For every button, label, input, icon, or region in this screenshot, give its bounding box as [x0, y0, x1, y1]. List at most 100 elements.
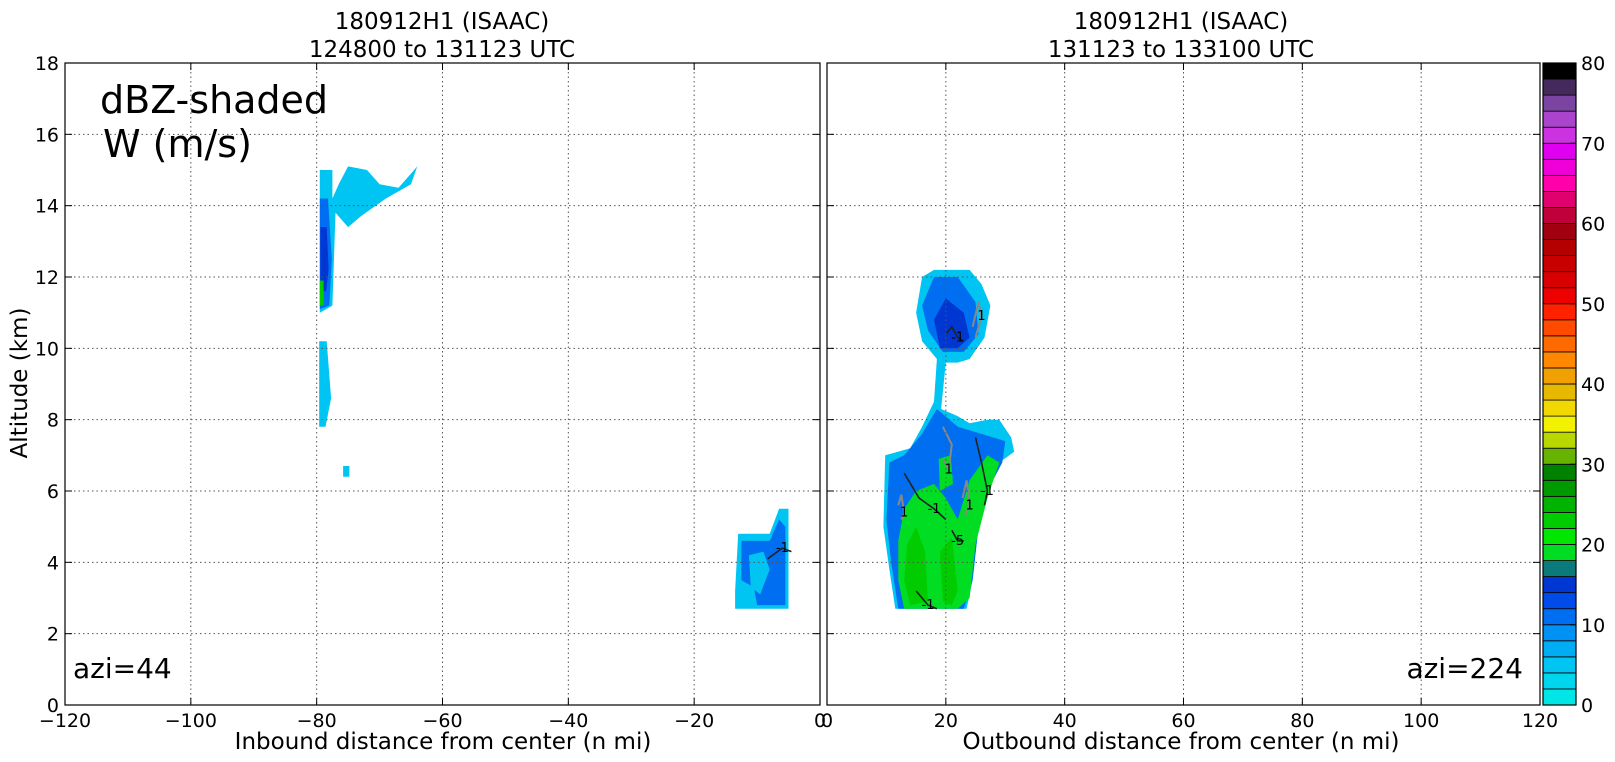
- colorbar-level: [1542, 479, 1577, 497]
- left-dbz-region: [343, 466, 350, 477]
- right-x-tick-label: 120: [1522, 710, 1558, 732]
- left-y-tick-label: 10: [35, 338, 59, 360]
- colorbar-tick-label: 40: [1581, 374, 1605, 396]
- colorbar-level: [1542, 174, 1577, 192]
- left-y-tick-label: 18: [35, 53, 59, 75]
- right-w-contour-label: -5: [951, 534, 964, 549]
- colorbar-level: [1542, 608, 1577, 626]
- colorbar-level: [1542, 255, 1577, 273]
- colorbar-level: [1542, 158, 1577, 176]
- colorbar-level: [1542, 431, 1577, 449]
- colorbar-level: [1542, 688, 1577, 706]
- left-y-tick-label: 16: [35, 124, 59, 146]
- colorbar-level: [1542, 528, 1577, 545]
- right-w-contour: [945, 325, 965, 342]
- left-y-tick-label: 2: [47, 624, 59, 646]
- right-w-contour: [971, 301, 983, 338]
- colorbar-level: [1542, 383, 1577, 401]
- panel-left: 180912H1 (ISAAC) 124800 to 131123 UTC −1…: [7, 9, 826, 755]
- right-w-contour: [897, 494, 906, 520]
- colorbar-level: [1542, 415, 1577, 433]
- colorbar-tick-label: 0: [1581, 695, 1593, 717]
- colorbar-level: [1542, 335, 1577, 353]
- colorbar-level: [1542, 576, 1577, 594]
- right-x-tick-label: 100: [1403, 710, 1439, 732]
- left-x-tick-label: −40: [548, 710, 588, 732]
- colorbar: 0 10 20 30 40 50 60 70 80: [1542, 53, 1605, 717]
- left-title: 180912H1 (ISAAC): [335, 9, 550, 35]
- right-w-contour: [903, 472, 947, 521]
- right-dbz-region: [904, 526, 928, 606]
- colorbar-tick-label: 50: [1581, 294, 1605, 316]
- right-w-contour-label: -1: [951, 331, 964, 346]
- left-plot-area: −120 −100 −80 −60 −40 −20 0 0 2 4 6 8 10 12 14 16 18: [35, 53, 826, 732]
- left-annotation-main: dBZ-shaded: [100, 78, 328, 122]
- right-w-contour: [915, 590, 938, 610]
- left-dbz-region: [320, 227, 329, 292]
- left-y-tick-label: 12: [35, 267, 59, 289]
- colorbar-level: [1542, 447, 1577, 465]
- colorbar-level: [1542, 544, 1577, 561]
- colorbar-level: [1542, 142, 1577, 160]
- left-x-tick-label: 0: [814, 710, 826, 732]
- left-subtitle: 124800 to 131123 UTC: [309, 37, 575, 63]
- left-annotation-sub: W (m/s): [103, 122, 252, 166]
- colorbar-level: [1542, 351, 1577, 369]
- colorbar-level: [1542, 656, 1577, 674]
- right-w-contour: [961, 480, 971, 517]
- colorbar-level: [1542, 495, 1577, 513]
- right-w-contour: [951, 529, 964, 542]
- colorbar-level: [1542, 512, 1577, 529]
- colorbar-level: [1542, 110, 1577, 128]
- colorbar-level: [1542, 640, 1577, 658]
- right-w-contour-label: 1: [965, 498, 973, 513]
- colorbar-level: [1542, 319, 1577, 337]
- colorbar-level: [1542, 78, 1577, 96]
- right-x-tick-label: 20: [934, 710, 958, 732]
- left-x-tick-label: −60: [422, 710, 462, 732]
- colorbar-tick-label: 70: [1581, 133, 1605, 155]
- left-y-tick-label: 6: [47, 481, 59, 503]
- right-xlabel: Outbound distance from center (n mi): [963, 729, 1400, 755]
- right-dbz-region: [939, 537, 958, 606]
- right-dbz-region: [934, 298, 970, 349]
- left-y-tick-label: 4: [47, 552, 59, 574]
- colorbar-level: [1542, 399, 1577, 417]
- colorbar-level: [1542, 62, 1577, 80]
- colorbar-level: [1542, 190, 1577, 208]
- colorbar-level: [1542, 303, 1577, 321]
- left-xlabel: Inbound distance from center (n mi): [235, 729, 652, 755]
- colorbar-tick-label: 60: [1581, 214, 1605, 236]
- colorbar-level: [1542, 223, 1577, 240]
- panel-right: 180912H1 (ISAAC) 131123 to 133100 UTC -1…: [767, 9, 1558, 755]
- right-w-contour: [767, 547, 792, 560]
- left-dbz-region: [319, 280, 324, 306]
- right-w-contour-label: 1: [945, 463, 953, 478]
- colorbar-tick-label: 80: [1581, 53, 1605, 75]
- right-subtitle: 131123 to 133100 UTC: [1048, 37, 1314, 63]
- right-plot-area: -1 -1 -1 -1 -1 -5 1 1 1 1 0 20 40 60 80 100 120: [767, 62, 1558, 732]
- colorbar-level: [1542, 672, 1577, 690]
- right-w-contour-label: 1: [900, 505, 908, 520]
- left-ylabel: Altitude (km): [7, 308, 33, 459]
- right-w-contour: [974, 437, 989, 506]
- left-x-tick-label: −100: [165, 710, 217, 732]
- left-dbz-region: [319, 166, 418, 313]
- left-y-tick-label: 0: [47, 695, 59, 717]
- left-x-tick-label: −80: [297, 710, 337, 732]
- colorbar-tick-label: 30: [1581, 454, 1605, 476]
- colorbar-level: [1542, 94, 1577, 112]
- colorbar-level: [1542, 560, 1577, 577]
- colorbar-level: [1542, 463, 1577, 481]
- right-x-tick-label: 80: [1290, 710, 1314, 732]
- right-x-tick-label: 60: [1171, 710, 1195, 732]
- right-w-contour-label: -1: [776, 541, 789, 556]
- colorbar-level: [1542, 239, 1577, 257]
- left-azimuth-label: azi=44: [73, 652, 172, 685]
- colorbar-level: [1542, 126, 1577, 144]
- left-x-tick-label: −20: [674, 710, 714, 732]
- right-x-tick-label: 40: [1053, 710, 1077, 732]
- colorbar-level: [1542, 624, 1577, 642]
